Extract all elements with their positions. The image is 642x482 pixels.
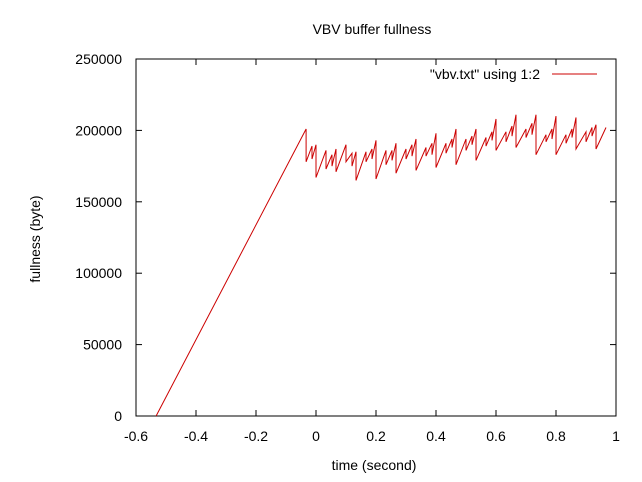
x-axis: -0.6 -0.4 -0.2 0 0.2 0.4 0.6 0.8 1 xyxy=(124,59,620,444)
series-line xyxy=(155,114,607,417)
x-tick-label: 1 xyxy=(612,428,620,444)
y-tick-label: 0 xyxy=(114,408,122,424)
chart-title: VBV buffer fullness xyxy=(313,21,432,37)
y-tick-label: 150000 xyxy=(75,194,122,210)
x-tick-label: 0 xyxy=(312,428,320,444)
x-tick-label: -0.2 xyxy=(244,428,268,444)
x-tick-label: 0.6 xyxy=(486,428,506,444)
y-tick-label: 200000 xyxy=(75,122,122,138)
legend-label: "vbv.txt" using 1:2 xyxy=(430,66,540,82)
x-tick-label: 0.2 xyxy=(366,428,386,444)
y-tick-label: 100000 xyxy=(75,265,122,281)
x-axis-title: time (second) xyxy=(332,457,417,473)
x-tick-label: -0.4 xyxy=(184,428,208,444)
y-tick-label: 250000 xyxy=(75,51,122,67)
y-axis: 0 50000 100000 150000 200000 250000 xyxy=(75,51,616,424)
y-tick-label: 50000 xyxy=(83,337,122,353)
series-layer xyxy=(155,114,607,417)
x-tick-label: 0.8 xyxy=(546,428,566,444)
y-axis-title: fullness (byte) xyxy=(27,195,43,282)
legend: "vbv.txt" using 1:2 xyxy=(430,66,597,82)
x-tick-label: 0.4 xyxy=(426,428,446,444)
x-tick-label: -0.6 xyxy=(124,428,148,444)
